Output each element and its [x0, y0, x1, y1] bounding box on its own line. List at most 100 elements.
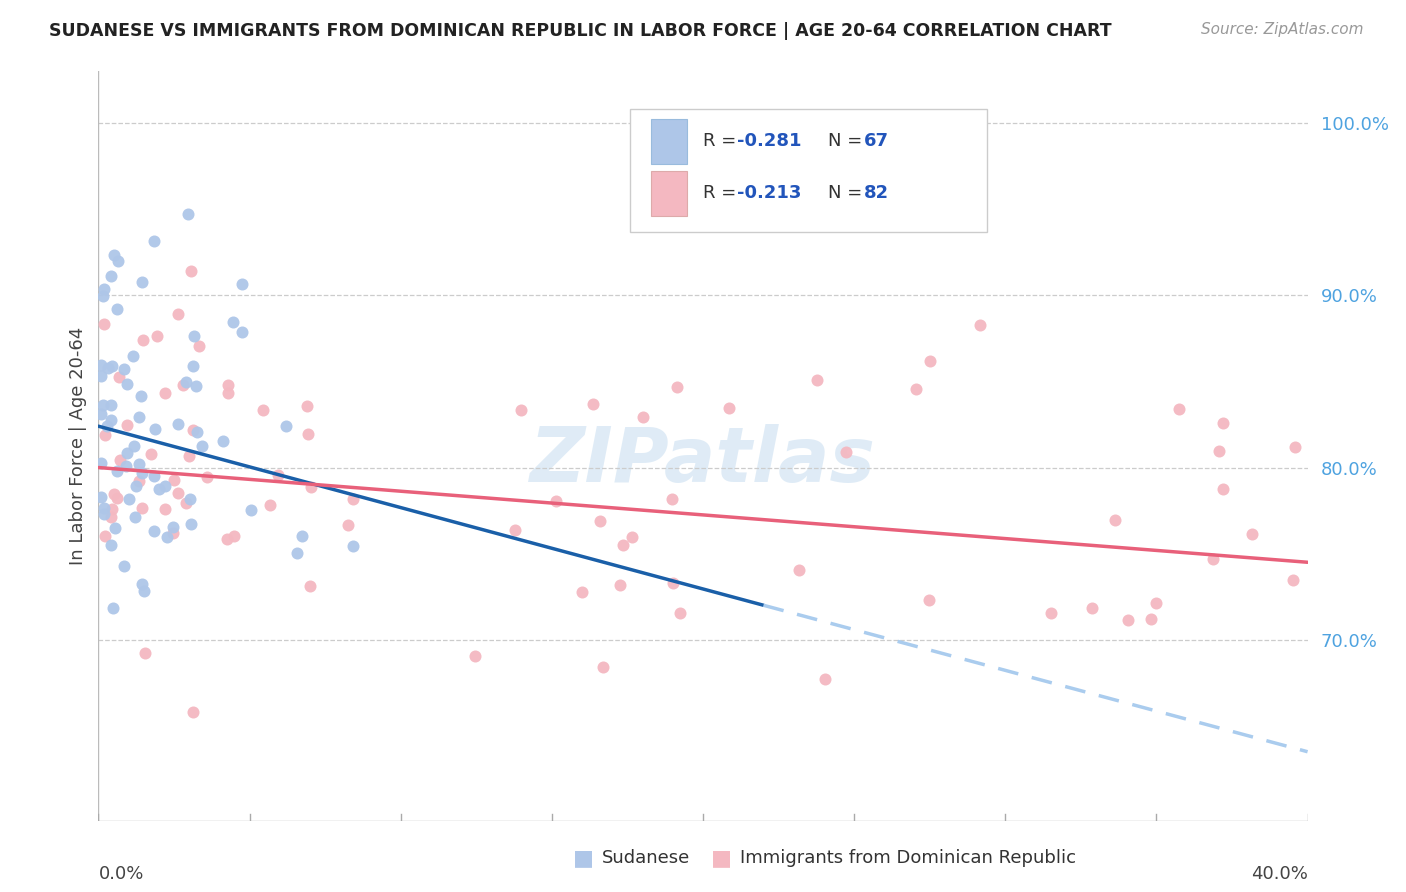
Point [132, 333, 155, 347]
Point [124, 479, 146, 493]
Point [217, 386, 239, 401]
Point [104, 521, 127, 535]
Point [108, 453, 131, 467]
Point [103, 248, 125, 262]
Point [112, 362, 135, 376]
Point [167, 486, 190, 500]
Point [131, 275, 153, 289]
Point [544, 493, 567, 508]
Point [181, 705, 204, 719]
Point [100, 268, 122, 283]
Text: 0.0%: 0.0% [98, 865, 143, 883]
Point [1241, 526, 1264, 541]
Point [297, 426, 319, 441]
Point [101, 501, 124, 516]
Point [1212, 417, 1234, 431]
Point [153, 479, 176, 493]
Point [174, 496, 197, 510]
Point [166, 306, 188, 320]
Point [129, 389, 152, 403]
Point [259, 498, 281, 512]
Point [1281, 573, 1303, 587]
Point [662, 576, 685, 591]
Point [143, 422, 166, 436]
Point [612, 538, 634, 552]
Point [1140, 612, 1163, 626]
Text: -0.213: -0.213 [737, 185, 801, 202]
Point [91, 289, 114, 303]
Bar [651, 119, 688, 163]
Point [285, 546, 308, 560]
Point [156, 530, 179, 544]
Point [571, 584, 593, 599]
Point [217, 532, 239, 546]
Point [191, 439, 214, 453]
Point [179, 491, 201, 506]
Point [267, 467, 290, 482]
Point [100, 412, 122, 426]
Point [609, 578, 631, 592]
Point [112, 559, 135, 574]
Point [90, 408, 112, 422]
Point [103, 487, 125, 501]
Point [177, 207, 200, 221]
FancyBboxPatch shape [630, 109, 987, 233]
Point [114, 459, 136, 474]
Point [163, 473, 186, 487]
Point [101, 359, 124, 374]
Point [918, 354, 941, 368]
Point [121, 350, 143, 364]
Point [276, 419, 298, 434]
Point [162, 525, 184, 540]
Point [93, 507, 115, 521]
Point [592, 660, 614, 674]
Text: Sudanese: Sudanese [602, 849, 690, 867]
Point [1039, 606, 1062, 620]
Point [94, 428, 117, 442]
Point [128, 409, 150, 424]
Point [124, 509, 146, 524]
Point [143, 234, 166, 248]
Point [153, 385, 176, 400]
Point [148, 482, 170, 496]
Point [787, 563, 810, 577]
Point [342, 539, 364, 553]
Point [179, 450, 201, 464]
Point [100, 538, 122, 552]
Point [118, 491, 141, 506]
Point [90, 369, 112, 384]
Text: Immigrants from Dominican Republic: Immigrants from Dominican Republic [740, 849, 1076, 867]
Point [105, 301, 128, 316]
Point [222, 529, 245, 543]
Text: R =: R = [703, 132, 742, 150]
Point [90, 358, 112, 372]
Point [96, 419, 118, 434]
Point [186, 425, 208, 440]
Point [631, 409, 654, 424]
Point [100, 509, 122, 524]
Bar [651, 171, 688, 216]
Point [128, 457, 150, 471]
Text: N =: N = [828, 132, 868, 150]
Point [90, 456, 112, 470]
Point [142, 469, 165, 483]
Point [212, 434, 235, 449]
Point [1208, 444, 1230, 458]
Text: ■: ■ [711, 848, 731, 868]
Point [93, 282, 115, 296]
Text: SUDANESE VS IMMIGRANTS FROM DOMINICAN REPUBLIC IN LABOR FORCE | AGE 20-64 CORREL: SUDANESE VS IMMIGRANTS FROM DOMINICAN RE… [49, 22, 1112, 40]
Point [180, 516, 202, 531]
Point [337, 518, 360, 533]
Point [117, 445, 139, 459]
Point [107, 253, 129, 268]
Point [131, 577, 153, 591]
Y-axis label: In Labor Force | Age 20-64: In Labor Force | Age 20-64 [69, 326, 87, 566]
Text: 40.0%: 40.0% [1251, 865, 1308, 883]
Point [183, 359, 205, 374]
Point [342, 492, 364, 507]
Text: 67: 67 [863, 132, 889, 150]
Point [222, 315, 245, 329]
Point [231, 326, 253, 340]
Point [669, 606, 692, 620]
Point [187, 338, 209, 352]
